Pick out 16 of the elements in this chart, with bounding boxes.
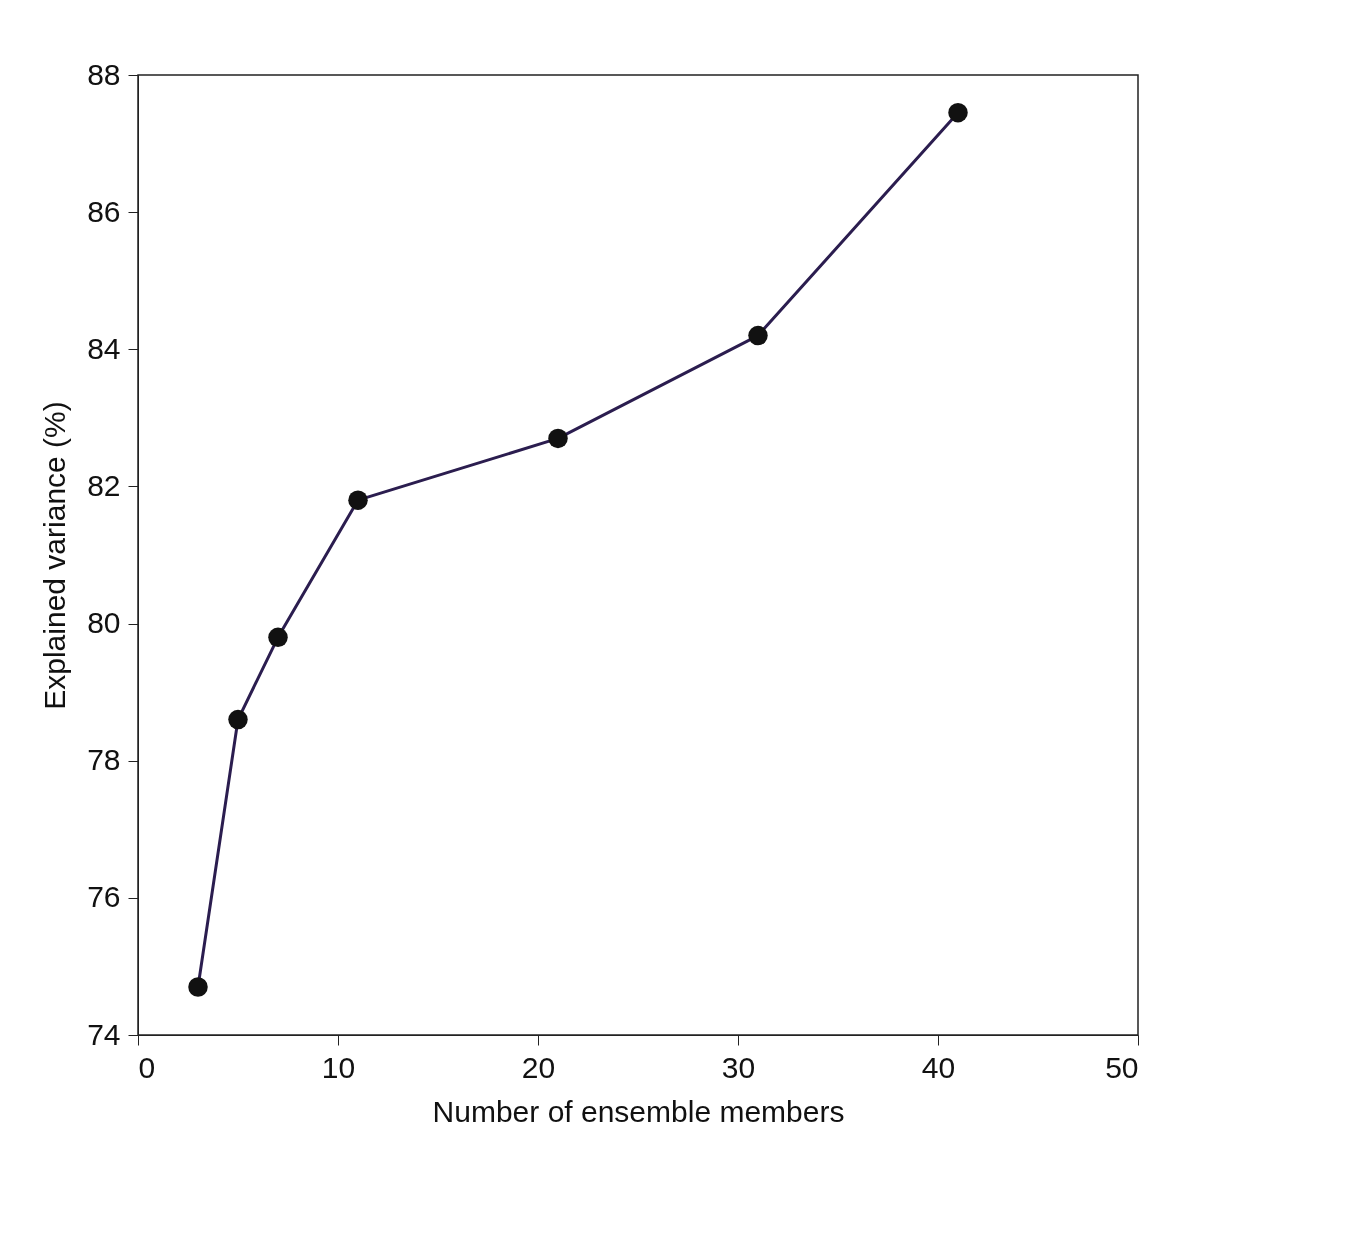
x-tick-label: 50 [1105,1050,1139,1084]
x-axis-title: Number of ensemble members [432,1094,845,1128]
y-tick-label: 74 [87,1017,121,1051]
x-tick-label: 20 [521,1050,556,1084]
x-tick-label: 30 [721,1050,756,1084]
y-tick-label: 84 [87,331,121,365]
x-tick-label: 40 [921,1050,956,1084]
y-tick-label: 86 [87,194,121,228]
y-tick-label: 76 [87,880,121,914]
y-tick-label: 80 [87,606,121,640]
y-tick-label: 82 [87,468,121,502]
x-tick-label: 0 [138,1050,156,1084]
y-tick-label: 88 [87,57,121,91]
y-tick-label: 78 [87,743,121,777]
x-tick-label: 10 [321,1050,356,1084]
y-axis-title: Explained variance (%) [38,401,72,710]
